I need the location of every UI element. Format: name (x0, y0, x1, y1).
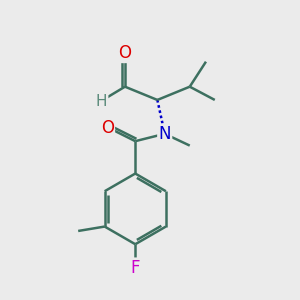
Text: N: N (158, 125, 171, 143)
Text: F: F (130, 259, 140, 277)
Text: O: O (118, 44, 131, 62)
Text: O: O (101, 119, 114, 137)
Text: H: H (96, 94, 107, 109)
